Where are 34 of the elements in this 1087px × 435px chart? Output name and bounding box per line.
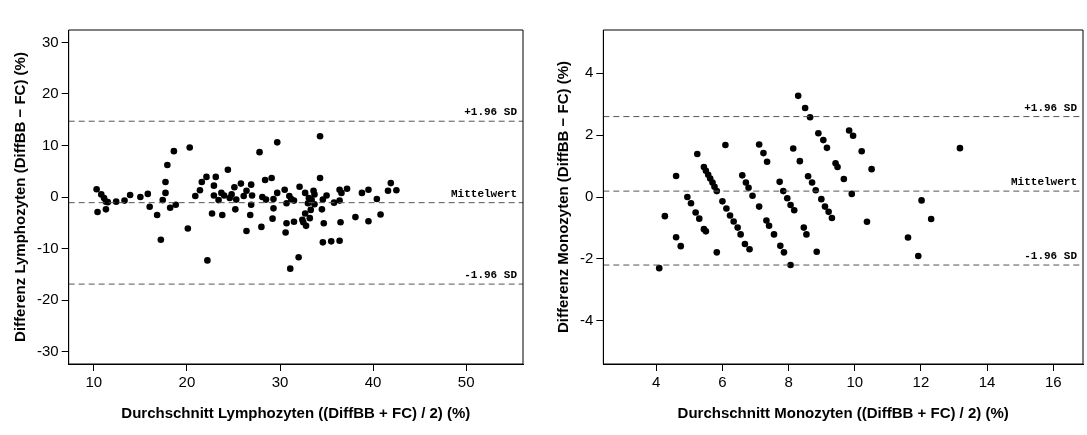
x-tick-label: 16 bbox=[1044, 373, 1062, 391]
y-tick-label: 2 bbox=[584, 125, 594, 143]
x-tick-label: 10 bbox=[85, 373, 103, 391]
y-axis-title: Differenz Monozyten (DiffBB − FC) (%) bbox=[554, 60, 572, 334]
ref-line-label: +1.96 SD bbox=[464, 106, 518, 119]
x-tick-label: 6 bbox=[718, 373, 727, 391]
x-tick-label: 30 bbox=[271, 373, 289, 391]
x-tick-label: 12 bbox=[912, 373, 930, 391]
x-tick-label: 8 bbox=[784, 373, 793, 391]
x-tick-label: 50 bbox=[457, 373, 475, 391]
y-tick-label: 0 bbox=[50, 187, 59, 205]
x-axis-title: Durchschnitt Lymphozyten ((DiffBB + FC) / 2) (%) bbox=[121, 404, 471, 422]
y-tick-label: -2 bbox=[579, 248, 594, 266]
ref-line-label: -1.96 SD bbox=[1024, 250, 1078, 263]
y-tick-label: 4 bbox=[584, 63, 594, 81]
ref-line-label: Mittelwert bbox=[1010, 176, 1077, 189]
ref-line-label: -1.96 SD bbox=[464, 269, 518, 282]
x-tick-label: 40 bbox=[364, 373, 382, 391]
x-tick-label: 10 bbox=[846, 373, 864, 391]
y-tick-label: 0 bbox=[584, 187, 594, 205]
y-tick-label: -4 bbox=[579, 310, 594, 328]
y-tick-label: 30 bbox=[41, 32, 59, 50]
x-tick-label: 4 bbox=[652, 373, 661, 391]
y-tick-label: 10 bbox=[41, 135, 59, 153]
y-tick-label: 20 bbox=[41, 84, 59, 102]
x-axis-title: Durchschnitt Monozyten ((DiffBB + FC) / 2) (%) bbox=[677, 404, 1009, 422]
y-tick-label: -10 bbox=[36, 238, 59, 256]
x-tick-label: 14 bbox=[978, 373, 996, 391]
y-axis-title: Differenz Lymphozyten (DiffBB − FC) (%) bbox=[11, 52, 29, 342]
y-tick-label: -20 bbox=[36, 290, 59, 308]
y-tick-label: -30 bbox=[36, 341, 59, 359]
ref-line-label: +1.96 SD bbox=[1024, 101, 1078, 114]
ref-line-label: Mittelwert bbox=[450, 187, 517, 200]
x-tick-label: 20 bbox=[178, 373, 196, 391]
